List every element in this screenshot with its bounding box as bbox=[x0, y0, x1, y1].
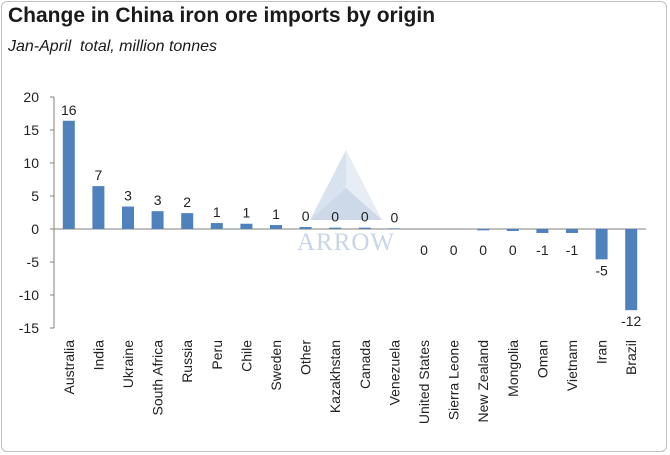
x-tick-label: India bbox=[90, 340, 106, 371]
bar-other bbox=[299, 227, 312, 229]
data-label: 0 bbox=[302, 208, 310, 224]
bar-vietnam bbox=[566, 229, 578, 233]
y-tick-label: 0 bbox=[31, 221, 39, 237]
data-label: 0 bbox=[361, 209, 369, 225]
x-tick-label: Ukraine bbox=[120, 340, 136, 388]
bar-south-africa bbox=[151, 211, 164, 229]
bars bbox=[62, 120, 638, 311]
x-tick-label: Brazil bbox=[623, 340, 639, 375]
x-tick-label: Vietnam bbox=[564, 340, 580, 391]
data-label: 1 bbox=[243, 205, 251, 221]
x-tick-label: Sierra Leone bbox=[446, 340, 462, 420]
bar-kazakhstan bbox=[329, 227, 342, 229]
x-tick-label: Peru bbox=[209, 340, 225, 370]
bar-canada bbox=[358, 227, 371, 229]
data-label: 0 bbox=[450, 242, 458, 258]
x-tick-label: Venezuela bbox=[386, 340, 402, 406]
bar-chile bbox=[240, 223, 253, 229]
bar-oman bbox=[536, 229, 549, 233]
y-tick-label: 5 bbox=[31, 188, 39, 204]
data-label: 3 bbox=[124, 188, 132, 204]
bar-ukraine bbox=[122, 206, 134, 229]
x-tick-label: Canada bbox=[357, 340, 373, 389]
x-tick-label: South Africa bbox=[150, 340, 166, 416]
data-label: -1 bbox=[536, 242, 549, 258]
x-tick-label: New Zealand bbox=[475, 340, 491, 423]
watermark-peak-base bbox=[310, 188, 382, 220]
data-label: 0 bbox=[479, 242, 487, 258]
data-label: 3 bbox=[154, 192, 162, 208]
bar-india bbox=[92, 186, 105, 229]
data-label: 7 bbox=[95, 167, 103, 183]
y-tick-label: 15 bbox=[23, 122, 39, 138]
y-tick-label: -5 bbox=[27, 254, 40, 270]
x-tick-label: Kazakhstan bbox=[327, 340, 343, 413]
bar-sweden bbox=[270, 225, 282, 229]
data-label: -5 bbox=[595, 262, 608, 278]
x-tick-label: Iran bbox=[594, 340, 610, 364]
bar-new-zealand bbox=[477, 229, 490, 231]
data-label: -12 bbox=[621, 313, 641, 329]
x-tick-label: Sweden bbox=[268, 340, 284, 391]
x-tick-label: Russia bbox=[179, 340, 195, 383]
bar-russia bbox=[181, 213, 194, 229]
bar-iran bbox=[595, 229, 608, 260]
x-tick-label: Oman bbox=[534, 340, 550, 378]
x-tick-label: Australia bbox=[61, 340, 77, 395]
y-tick-label: 20 bbox=[23, 89, 39, 105]
x-tick-label: Mongolia bbox=[505, 340, 521, 397]
bar-peru bbox=[210, 223, 223, 229]
watermark-peak-left bbox=[310, 150, 346, 220]
x-tick-label: Other bbox=[298, 340, 314, 375]
data-label: 0 bbox=[509, 242, 517, 258]
x-tick-label: Chile bbox=[238, 340, 254, 372]
bar-venezuela bbox=[388, 228, 401, 229]
chart-title: Change in China iron ore imports by orig… bbox=[8, 4, 436, 27]
watermark-text: ARROW bbox=[297, 229, 395, 256]
bar-brazil bbox=[625, 229, 638, 311]
arrow-logo-watermark: ARROW bbox=[297, 150, 395, 256]
data-label: -1 bbox=[566, 242, 579, 258]
bar-australia bbox=[62, 120, 75, 229]
y-tick-label: 10 bbox=[23, 155, 39, 171]
data-label: 16 bbox=[61, 102, 77, 118]
x-tick-label: United States bbox=[416, 340, 432, 424]
data-label: 0 bbox=[420, 242, 428, 258]
watermark-peak-right bbox=[346, 150, 382, 220]
labels: 16 Australia 7 India 3 Ukraine 3 South Africa 2 R… bbox=[61, 102, 642, 424]
y-tick-label: -15 bbox=[19, 320, 39, 336]
bar-mongolia bbox=[506, 229, 519, 231]
data-label: 1 bbox=[213, 204, 221, 220]
data-label: 2 bbox=[183, 194, 191, 210]
data-label: 1 bbox=[272, 206, 280, 222]
data-label: 0 bbox=[331, 209, 339, 225]
data-label: 0 bbox=[391, 209, 399, 225]
y-tick-label: -10 bbox=[19, 287, 39, 303]
chart-subtitle: Jan-April total, million tonnes bbox=[8, 38, 217, 55]
